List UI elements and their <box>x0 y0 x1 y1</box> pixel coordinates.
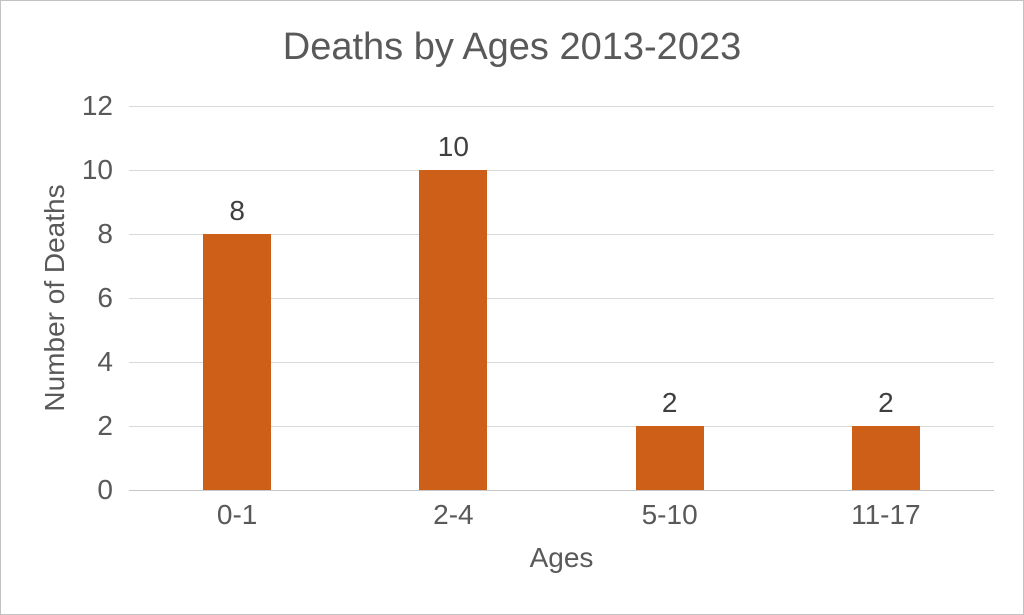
bar-11-17 <box>851 426 920 490</box>
x-axis-line <box>129 490 994 491</box>
chart-title: Deaths by Ages 2013-2023 <box>282 26 742 68</box>
gridline-y-8 <box>129 234 994 235</box>
gridline-y-6 <box>129 298 994 299</box>
x-tick-label-0-1: 0-1 <box>216 499 258 530</box>
gridline-y-2 <box>129 426 994 427</box>
x-tick-label-5-10: 5-10 <box>641 499 698 530</box>
gridline-y-12 <box>129 106 994 107</box>
x-tick-label-2-4: 2-4 <box>433 499 474 530</box>
bar-value-label-5-10: 2 <box>661 387 678 418</box>
plot-area: 8 10 2 2 <box>129 106 994 491</box>
y-tick-label-4: 4 <box>97 346 113 377</box>
bar-value-label-0-1: 8 <box>229 195 245 226</box>
y-tick-label-10: 10 <box>81 154 113 185</box>
x-axis-title: Ages <box>529 542 594 573</box>
bar-0-1 <box>203 234 272 490</box>
bar-5-10 <box>635 426 704 490</box>
bar-value-label-11-17: 2 <box>878 387 894 418</box>
gridline-y-4 <box>129 362 994 363</box>
bar-2-4 <box>419 170 488 490</box>
y-tick-label-6: 6 <box>97 282 113 313</box>
y-tick-label-0: 0 <box>97 474 113 505</box>
y-tick-label-2: 2 <box>97 410 113 441</box>
y-tick-label-8: 8 <box>97 218 113 249</box>
y-tick-label-12: 12 <box>81 90 113 121</box>
gridline-y-10 <box>129 170 994 171</box>
x-tick-label-11-17: 11-17 <box>851 499 921 530</box>
bar-value-label-2-4: 10 <box>437 131 469 162</box>
